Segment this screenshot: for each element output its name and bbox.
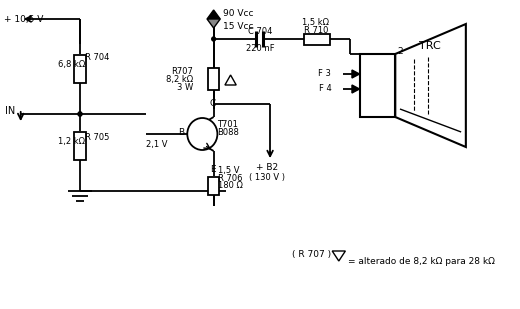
Text: 2,1 V: 2,1 V: [146, 139, 167, 149]
Text: + B2: + B2: [256, 163, 278, 171]
Polygon shape: [352, 70, 359, 78]
Text: T701: T701: [217, 120, 238, 129]
Text: R 706: R 706: [218, 173, 243, 183]
Text: = alterado de 8,2 kΩ para 28 kΩ: = alterado de 8,2 kΩ para 28 kΩ: [348, 256, 495, 265]
Text: 1,2 kΩ: 1,2 kΩ: [58, 137, 85, 146]
Text: + 10,5 V: + 10,5 V: [4, 15, 43, 23]
Text: C: C: [210, 99, 216, 108]
Bar: [208, 68, 219, 90]
Text: 180 Ω: 180 Ω: [218, 181, 243, 191]
Text: 2: 2: [397, 46, 403, 56]
Polygon shape: [225, 75, 236, 85]
Text: R 705: R 705: [85, 133, 109, 142]
Polygon shape: [352, 85, 359, 93]
Bar: [359, 54, 395, 117]
Text: 6,8 kΩ: 6,8 kΩ: [58, 60, 86, 69]
Text: 15 Vcc: 15 Vcc: [223, 22, 254, 31]
Text: ( 130 V ): ( 130 V ): [250, 172, 285, 181]
Text: B: B: [178, 128, 184, 137]
Text: 8,2 kΩ: 8,2 kΩ: [166, 74, 193, 83]
Bar: [74, 55, 86, 83]
Polygon shape: [332, 251, 345, 261]
Text: F 3: F 3: [318, 69, 331, 78]
Circle shape: [212, 37, 215, 41]
Text: 1,5 V: 1,5 V: [218, 166, 240, 175]
Text: 220 nF: 220 nF: [245, 44, 274, 53]
Text: R 704: R 704: [85, 53, 109, 61]
Text: IN: IN: [5, 106, 15, 116]
Text: F 4: F 4: [319, 83, 331, 92]
Polygon shape: [207, 19, 220, 28]
Circle shape: [187, 118, 217, 150]
Text: TRC: TRC: [419, 41, 440, 51]
Circle shape: [78, 112, 82, 116]
Bar: [208, 177, 219, 195]
Text: C 704: C 704: [248, 27, 272, 36]
Text: 90 Vcc: 90 Vcc: [223, 9, 254, 18]
Text: 3 W: 3 W: [177, 83, 193, 91]
Bar: [74, 132, 86, 160]
Polygon shape: [395, 24, 466, 147]
Text: ( R 707 ): ( R 707 ): [292, 249, 331, 259]
Text: B088: B088: [217, 128, 239, 137]
Text: 1,5 kΩ: 1,5 kΩ: [302, 18, 329, 27]
Text: R 710: R 710: [304, 26, 328, 35]
Text: E: E: [210, 164, 215, 173]
Polygon shape: [207, 10, 220, 19]
Bar: [304, 33, 330, 44]
Circle shape: [78, 112, 82, 116]
Text: R707: R707: [171, 66, 193, 75]
